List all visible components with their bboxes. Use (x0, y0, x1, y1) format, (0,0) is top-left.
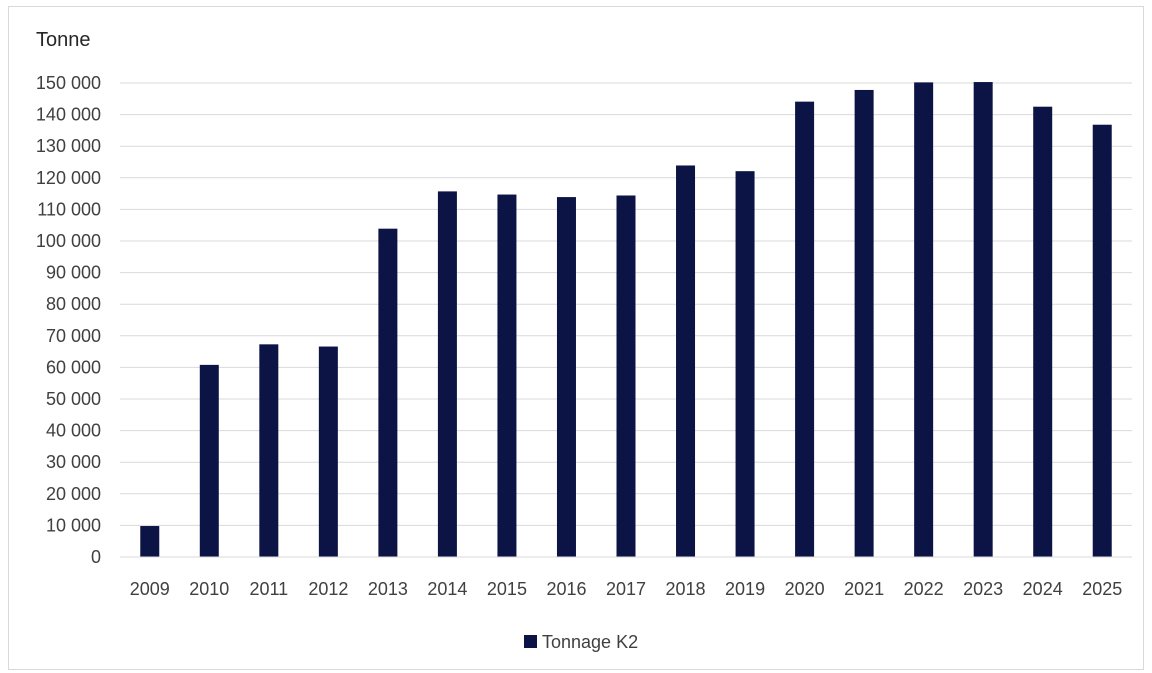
x-tick-label: 2018 (666, 579, 706, 599)
x-tick-label: 2021 (844, 579, 884, 599)
x-tick-label: 2013 (368, 579, 408, 599)
y-tick-label: 0 (91, 547, 101, 567)
gridlines (120, 82, 1132, 526)
y-tick-label: 130 000 (36, 136, 101, 156)
y-tick-label: 70 000 (46, 326, 101, 346)
bar-2016 (556, 197, 576, 558)
y-axis-label: Tonne (36, 29, 91, 51)
bar-2015 (497, 194, 517, 557)
x-tick-label: 2016 (546, 579, 586, 599)
chart-frame (8, 6, 1144, 670)
y-tick-label: 10 000 (46, 515, 101, 535)
bar-2023 (973, 82, 993, 557)
bar-2024 (1033, 106, 1053, 557)
y-tick-label: 120 000 (36, 168, 101, 188)
bar-2011 (259, 344, 279, 557)
x-tick-label: 2012 (308, 579, 348, 599)
bar-2022 (914, 82, 934, 558)
x-tick-label: 2011 (249, 579, 288, 599)
bar-2019 (735, 171, 755, 557)
x-tick-label: 2020 (785, 579, 825, 599)
bars (140, 82, 1112, 558)
legend-swatch (524, 635, 537, 648)
bar-2009 (140, 526, 160, 557)
bar-2018 (676, 165, 696, 557)
y-tick-labels: 0 10 000 20 000 30 000 40 000 50 000 60 000 70 … (36, 73, 101, 567)
y-tick-label: 80 000 (46, 294, 101, 314)
x-tick-label: 2024 (1023, 579, 1063, 599)
bar-2010 (199, 364, 219, 557)
y-tick-label: 30 000 (46, 452, 101, 472)
bar-2025 (1092, 124, 1112, 557)
y-tick-label: 100 000 (36, 231, 101, 251)
legend: Tonnage K2 (524, 632, 638, 652)
y-tick-label: 50 000 (46, 389, 101, 409)
y-tick-label: 20 000 (46, 484, 101, 504)
x-tick-label: 2010 (189, 579, 229, 599)
legend-label: Tonnage K2 (542, 632, 638, 652)
x-tick-label: 2019 (725, 579, 765, 599)
x-tick-label: 2009 (130, 579, 170, 599)
bar-2013 (378, 228, 398, 557)
bar-2014 (437, 191, 457, 557)
x-tick-label: 2025 (1082, 579, 1122, 599)
bar-2012 (318, 346, 338, 557)
y-tick-label: 110 000 (37, 199, 101, 219)
x-tick-label: 2017 (606, 579, 646, 599)
x-tick-label: 2015 (487, 579, 527, 599)
bar-2017 (616, 195, 636, 557)
x-tick-labels: 2009 2010 2011 2012 2013 2014 2015 2016 2017 2018… (130, 579, 1123, 599)
x-tick-label: 2023 (963, 579, 1003, 599)
x-tick-label: 2022 (904, 579, 944, 599)
bar-2020 (795, 101, 815, 558)
y-tick-label: 90 000 (46, 263, 101, 283)
y-tick-label: 60 000 (46, 357, 101, 377)
y-tick-label: 150 000 (36, 73, 101, 93)
y-tick-label: 40 000 (46, 421, 101, 441)
bar-2021 (854, 89, 874, 558)
x-tick-label: 2014 (427, 579, 467, 599)
y-tick-label: 140 000 (36, 105, 101, 125)
